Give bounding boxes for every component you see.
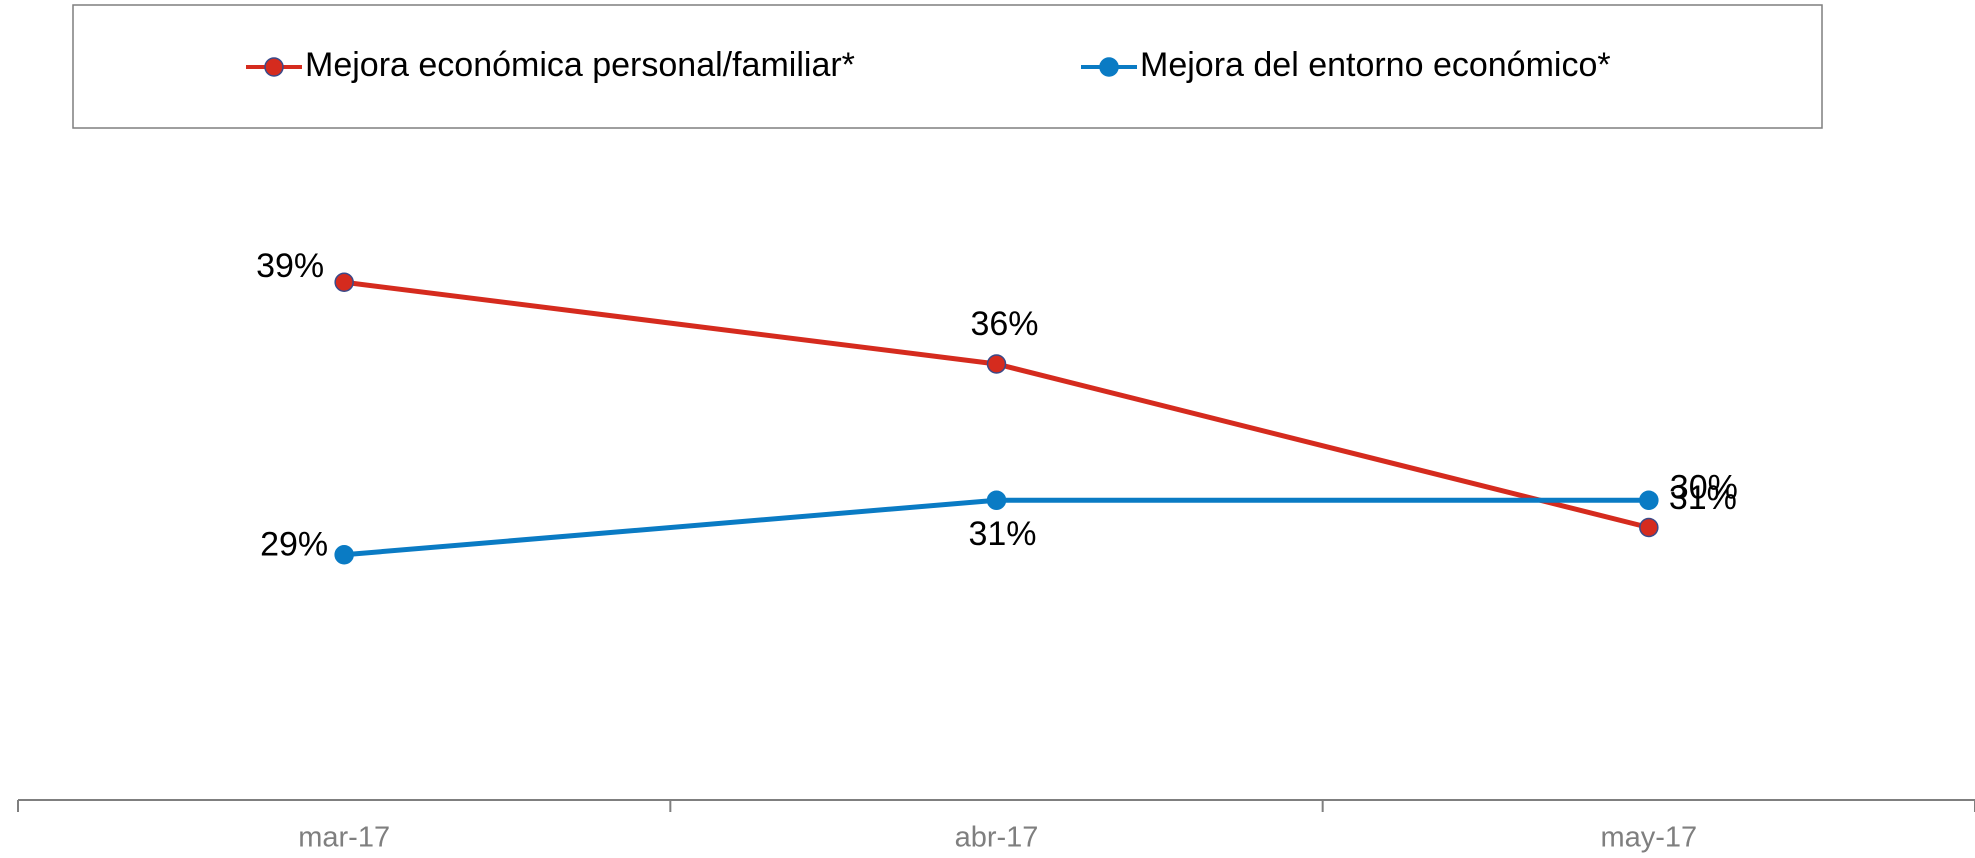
x-tick-label: mar-17 — [298, 822, 390, 854]
legend-marker — [264, 57, 284, 77]
data-label: 31% — [968, 515, 1036, 553]
legend-marker — [1099, 57, 1119, 77]
x-tick-label: may-17 — [1600, 822, 1697, 854]
point-marker — [1639, 490, 1659, 510]
data-label: 30% — [1670, 468, 1738, 506]
data-label: 36% — [970, 305, 1038, 343]
point-marker — [986, 490, 1007, 510]
legend-label: Mejora del entorno económico* — [1140, 46, 1611, 84]
data-label: 31% — [1669, 479, 1737, 517]
legend-label: Mejora económica personal/familiar* — [305, 46, 855, 84]
point-marker — [334, 272, 354, 292]
point-marker — [334, 545, 354, 565]
legend-box — [72, 4, 1823, 129]
data-label: 39% — [256, 247, 324, 285]
x-tick-label: abr-17 — [955, 822, 1039, 854]
data-label: 29% — [260, 526, 328, 564]
point-marker — [986, 354, 1007, 374]
point-marker — [1639, 517, 1659, 538]
